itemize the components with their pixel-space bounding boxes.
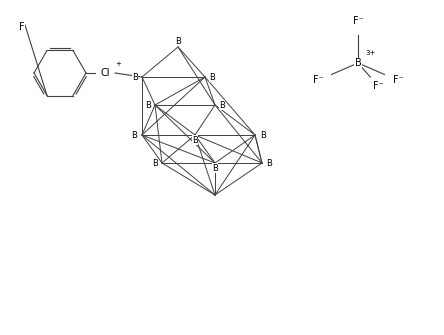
Text: F⁻: F⁻	[353, 16, 363, 26]
Text: B: B	[192, 135, 198, 144]
Text: B: B	[219, 100, 225, 110]
Text: B: B	[355, 58, 361, 68]
Text: B: B	[260, 131, 266, 139]
Text: B: B	[266, 158, 272, 168]
Text: B: B	[152, 158, 158, 168]
Text: B: B	[209, 72, 215, 81]
Text: B: B	[175, 37, 181, 46]
Text: +: +	[115, 61, 121, 67]
Text: 3+: 3+	[365, 50, 375, 56]
Text: B: B	[132, 72, 138, 81]
Text: F⁻: F⁻	[392, 75, 404, 85]
Text: B: B	[131, 131, 137, 139]
Text: F⁻: F⁻	[313, 75, 323, 85]
Text: F⁻: F⁻	[373, 81, 383, 91]
Text: F: F	[19, 22, 25, 32]
Text: Cl: Cl	[100, 68, 110, 78]
Text: B: B	[212, 163, 218, 173]
Text: B: B	[145, 100, 151, 110]
